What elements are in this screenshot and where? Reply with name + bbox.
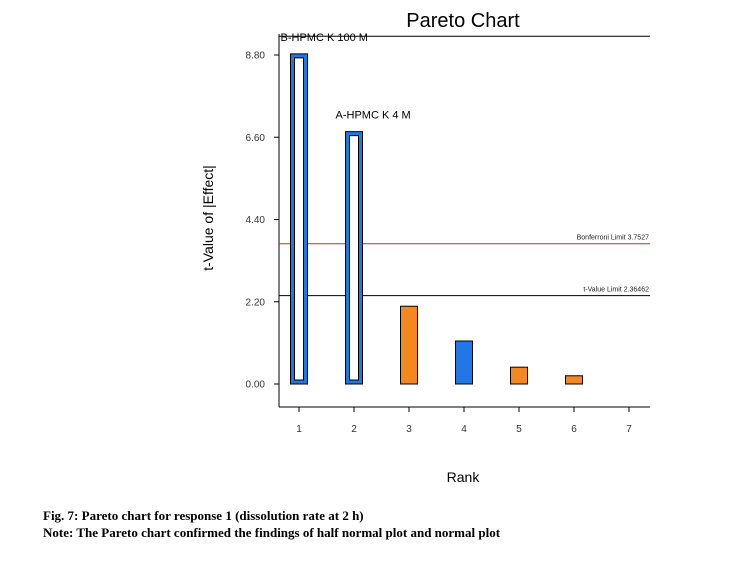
bar <box>400 305 418 385</box>
y-tick-label: 8.80 <box>246 51 266 62</box>
bar <box>565 375 583 385</box>
bar <box>510 366 528 385</box>
pareto-chart: Pareto Chart Rank t-Value of |Effect| 0.… <box>200 10 650 485</box>
y-axis-label: t-Value of |Effect| <box>200 165 216 271</box>
figure-note: Note: The Pareto chart confirmed the fin… <box>43 525 501 540</box>
y-tick-label: 4.40 <box>246 215 266 226</box>
x-tick-label: 7 <box>626 424 632 435</box>
limit-label: t-Value Limit 2.36462 <box>583 287 649 294</box>
y-tick-label: 2.20 <box>246 297 266 308</box>
bar-label: A-HPMC K 4 M <box>336 110 411 122</box>
pareto-chart-svg: Pareto Chart Rank t-Value of |Effect| 0.… <box>200 10 650 485</box>
bar-inner <box>294 57 304 381</box>
figure-caption: Fig. 7: Pareto chart for response 1 (dis… <box>43 508 364 523</box>
bar-inner <box>349 135 359 381</box>
x-tick-label: 3 <box>406 424 412 435</box>
y-tick-label: 0.00 <box>246 380 266 391</box>
x-axis-label: Rank <box>447 469 481 485</box>
bar <box>455 340 473 385</box>
x-tick-label: 5 <box>516 424 522 435</box>
chart-title: Pareto Chart <box>406 10 520 32</box>
x-tick-label: 1 <box>296 424 302 435</box>
limit-label: Bonferroni Limit 3.7527 <box>577 235 649 242</box>
x-tick-label: 6 <box>571 424 577 435</box>
x-tick-label: 2 <box>351 424 357 435</box>
x-tick-label: 4 <box>461 424 467 435</box>
bar-label: B-HPMC K 100 M <box>281 32 368 44</box>
plot-area: 0.00 2.20 4.40 6.60 8.80 1 2 3 4 5 6 7 Bonferroni Li… <box>246 32 650 435</box>
y-tick-label: 6.60 <box>246 133 266 144</box>
